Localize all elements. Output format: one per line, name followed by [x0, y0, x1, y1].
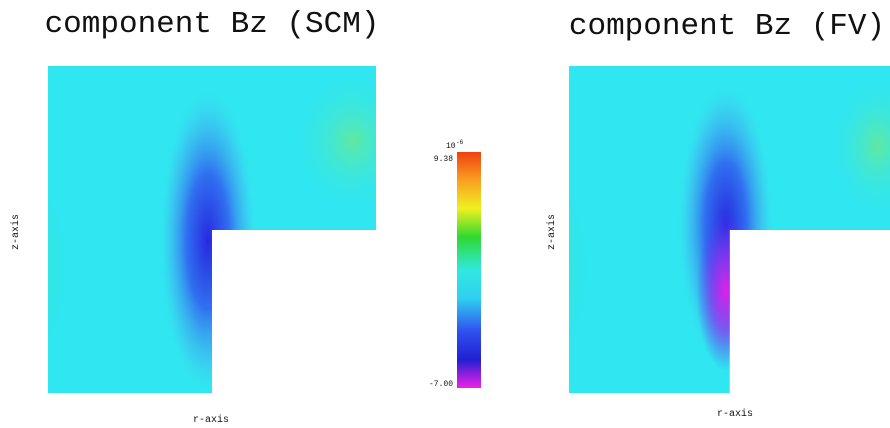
panel-fv: component Bz (FV) r-axis z-axis	[546, 9, 890, 420]
field-plot	[569, 66, 890, 393]
y-axis-label: z-axis	[546, 214, 558, 250]
panel-scm: component Bz (SCM) r-axis z-axis	[10, 7, 380, 426]
colorbar-min: -7.00	[429, 380, 453, 389]
y-axis-label: z-axis	[10, 214, 22, 250]
x-axis-label: r-axis	[193, 414, 229, 426]
x-axis-label: r-axis	[717, 408, 753, 420]
colorbar-scale	[457, 152, 481, 388]
colorbar-exponent: -6	[456, 139, 464, 146]
panel-title: component Bz (SCM)	[45, 7, 380, 42]
colorbar: 10 -6 9.38 -7.00	[429, 139, 481, 389]
panel-title: component Bz (FV)	[569, 9, 885, 44]
colorbar-max: 9.38	[434, 155, 453, 164]
field-plot	[48, 66, 376, 393]
colorbar-base: 10	[446, 142, 456, 151]
